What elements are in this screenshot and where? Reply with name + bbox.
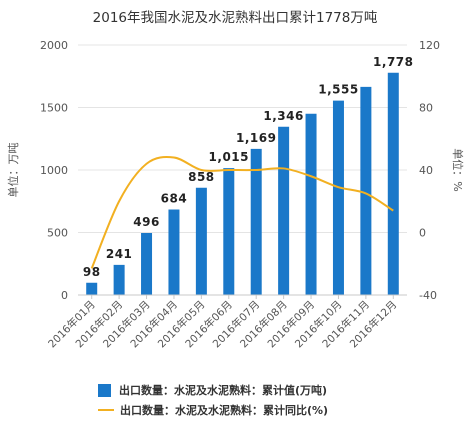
bar-data-label: 1,555 <box>318 83 358 97</box>
bar <box>250 148 262 295</box>
bar-data-label: 241 <box>106 247 133 261</box>
bar-data-label: 684 <box>161 192 188 206</box>
bar <box>360 86 372 295</box>
bar-data-label: 1,346 <box>263 109 303 123</box>
y-left-tick-label: 500 <box>47 227 68 240</box>
bar-data-label: 1,778 <box>373 55 413 69</box>
bar <box>168 209 180 295</box>
y-right-tick-label: 120 <box>419 39 440 52</box>
bar <box>278 126 290 295</box>
y-left-tick-label: 1500 <box>40 102 68 115</box>
y-right-tick-label: -40 <box>419 289 437 302</box>
y-axis-left-label: 单位：万吨 <box>6 143 20 198</box>
bar-data-label: 1,169 <box>236 131 276 145</box>
bar <box>305 113 317 295</box>
bar <box>332 100 344 295</box>
bar <box>387 72 399 295</box>
y-right-tick-label: 0 <box>419 227 426 240</box>
y-right-tick-label: 40 <box>419 164 433 177</box>
bars-layer <box>86 72 399 295</box>
y-left-tick-label: 0 <box>61 289 68 302</box>
line-layer <box>90 156 394 269</box>
y-left-tick-label: 1000 <box>40 164 68 177</box>
y-left-tick-label: 2000 <box>40 39 68 52</box>
y-axis-right-label: 单位：% <box>451 148 465 191</box>
bar <box>223 168 235 295</box>
bar-data-label: 858 <box>188 170 215 184</box>
bar-data-label: 98 <box>83 265 101 279</box>
bar <box>141 233 153 295</box>
bar-data-label: 1,015 <box>209 150 249 164</box>
legend-bar-label: 出口数量：水泥及水泥熟料：累计值(万吨) <box>119 384 328 397</box>
line-series-growth <box>90 156 394 269</box>
legend-item-bar[interactable]: 出口数量：水泥及水泥熟料：累计值(万吨) <box>98 382 428 398</box>
y-right-tick-label: 80 <box>419 102 433 115</box>
bar-data-label: 496 <box>133 215 160 229</box>
bar <box>195 187 207 295</box>
legend-item-line[interactable]: 出口数量：水泥及水泥熟料：累计同比(%) <box>98 402 428 418</box>
legend-bar-swatch <box>98 383 111 397</box>
legend-line-label: 出口数量：水泥及水泥熟料：累计同比(%) <box>120 404 329 417</box>
bar <box>86 282 98 295</box>
bar <box>113 264 125 295</box>
legend-line-swatch <box>98 409 114 411</box>
chart-title: 2016年我国水泥及水泥熟料出口累计1778万吨 <box>93 10 378 26</box>
